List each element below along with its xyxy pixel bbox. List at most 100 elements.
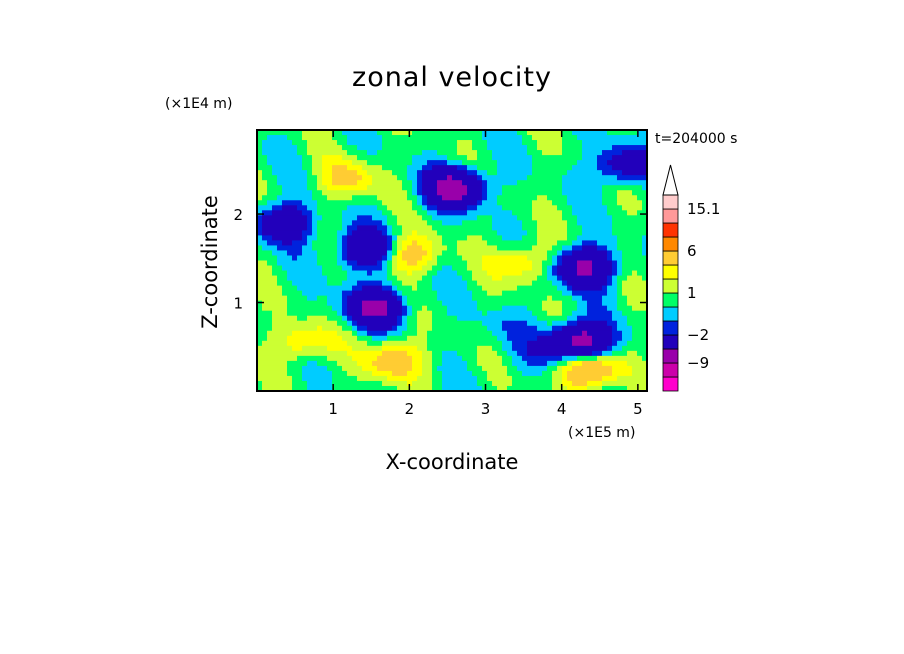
field-cell: [607, 320, 613, 327]
field-cell: [532, 230, 538, 237]
field-cell: [312, 140, 318, 146]
field-cell: [302, 155, 308, 161]
field-cell: [587, 240, 593, 247]
field-cell: [577, 130, 583, 136]
field-cell: [437, 225, 443, 231]
field-cell: [602, 330, 608, 337]
field-cell: [302, 185, 308, 191]
field-cell: [582, 210, 588, 216]
field-cell: [427, 170, 433, 176]
field-cell: [627, 165, 633, 171]
field-cell: [497, 195, 503, 201]
field-cell: [487, 335, 493, 342]
field-cell: [347, 195, 353, 201]
field-cell: [427, 135, 433, 141]
field-cell: [577, 335, 583, 342]
field-cell: [352, 215, 358, 221]
field-cell: [277, 340, 283, 347]
field-cell: [392, 385, 398, 391]
field-cell: [622, 305, 628, 312]
field-cell: [357, 210, 363, 216]
field-cell: [542, 165, 548, 171]
field-cell: [422, 350, 428, 357]
field-cell: [632, 365, 638, 372]
field-cell: [602, 240, 608, 247]
field-cell: [382, 210, 388, 216]
field-cell: [627, 385, 633, 391]
field-cell: [402, 270, 408, 277]
field-cell: [387, 225, 393, 231]
field-cell: [342, 315, 348, 322]
field-cell: [307, 230, 313, 237]
field-cell: [557, 205, 563, 211]
field-cell: [547, 355, 553, 362]
field-cell: [447, 170, 453, 176]
field-cell: [577, 150, 583, 156]
field-cell: [567, 230, 573, 237]
field-cell: [397, 230, 403, 237]
field-cell: [402, 255, 408, 262]
field-cell: [402, 385, 408, 391]
field-cell: [547, 340, 553, 347]
field-cell: [302, 240, 308, 247]
field-cell: [487, 320, 493, 327]
field-cell: [512, 245, 518, 252]
field-cell: [542, 250, 548, 257]
field-cell: [547, 330, 553, 337]
field-cell: [497, 215, 503, 221]
field-cell: [257, 280, 263, 287]
field-cell: [427, 265, 433, 272]
field-cell: [297, 360, 303, 367]
field-cell: [432, 265, 438, 272]
field-cell: [392, 260, 398, 267]
field-cell: [477, 195, 483, 201]
field-cell: [557, 255, 563, 262]
colorbar-labels: 15.161−2−9: [687, 200, 720, 372]
field-cell: [552, 235, 558, 242]
field-cell: [527, 250, 533, 257]
field-cell: [557, 290, 563, 297]
field-cell: [547, 315, 553, 322]
field-cell: [372, 175, 378, 181]
field-cell: [592, 315, 598, 322]
field-cell: [317, 160, 323, 166]
field-cell: [542, 360, 548, 367]
field-cell: [372, 210, 378, 216]
field-cell: [522, 250, 528, 257]
field-cell: [417, 345, 423, 352]
field-cell: [572, 185, 578, 191]
field-cell: [582, 180, 588, 186]
field-cell: [417, 280, 423, 287]
field-cell: [582, 190, 588, 196]
field-cell: [347, 245, 353, 252]
field-cell: [352, 260, 358, 267]
field-cell: [412, 130, 418, 136]
field-cell: [567, 220, 573, 226]
field-cell: [517, 370, 523, 377]
field-cell: [267, 290, 273, 297]
field-cell: [582, 160, 588, 166]
field-cell: [447, 380, 453, 387]
field-cell: [272, 155, 278, 161]
field-cell: [532, 175, 538, 181]
field-cell: [532, 370, 538, 377]
field-cell: [512, 255, 518, 262]
field-cell: [397, 265, 403, 272]
field-cell: [497, 130, 503, 136]
field-cell: [527, 270, 533, 277]
field-cell: [552, 225, 558, 231]
field-cell: [447, 360, 453, 367]
field-cell: [407, 170, 413, 176]
field-cell: [487, 210, 493, 216]
field-cell: [272, 330, 278, 337]
field-cell: [297, 335, 303, 342]
field-cell: [257, 195, 263, 201]
field-cell: [337, 195, 343, 201]
field-cell: [257, 235, 263, 242]
field-cell: [532, 205, 538, 211]
field-cell: [387, 130, 393, 136]
field-cell: [622, 325, 628, 332]
field-cell: [342, 235, 348, 242]
field-cell: [637, 375, 643, 382]
field-cell: [627, 245, 633, 252]
